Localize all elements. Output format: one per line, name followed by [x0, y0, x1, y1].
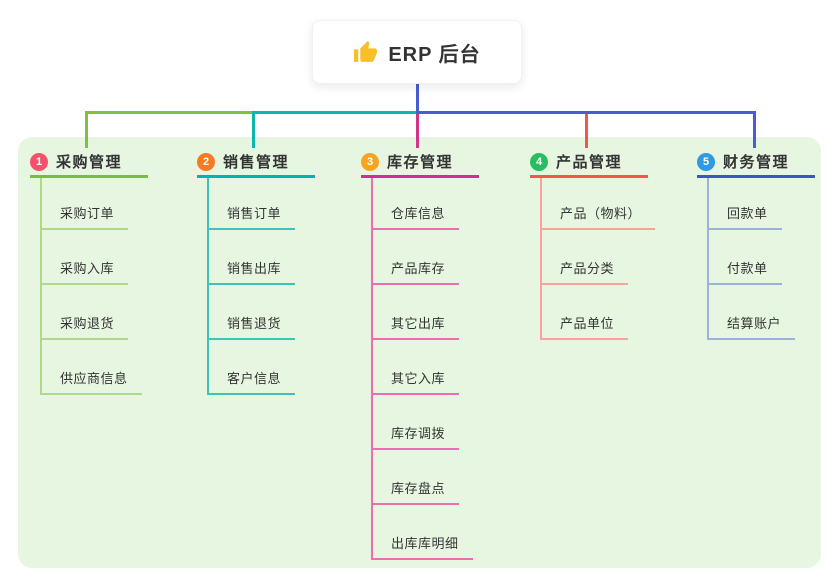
tree-node[interactable]: 其它入库 [373, 340, 460, 395]
branch-label: 库存管理 [387, 154, 454, 171]
branch-header-finance[interactable]: 5 财务管理 [697, 148, 815, 178]
tree-node[interactable]: 采购入库 [42, 230, 129, 285]
root-connector-line [416, 84, 419, 114]
branch-label: 采购管理 [56, 154, 123, 171]
branch-header-inventory[interactable]: 3 库存管理 [361, 148, 479, 178]
branch-number-badge: 3 [361, 152, 379, 171]
tree-node[interactable]: 产品单位 [542, 285, 629, 340]
tree-node[interactable]: 销售订单 [209, 178, 296, 230]
branch-children: 采购订单 采购入库 采购退货 供应商信息 [40, 178, 148, 395]
branch-finance: 5 财务管理 回款单 付款单 结算账户 [697, 148, 815, 340]
node-label: 产品库存 [391, 261, 446, 276]
node-label: 库存调拨 [391, 426, 446, 441]
connector-drop-procurement [85, 111, 88, 148]
node-label: 销售退货 [227, 316, 282, 331]
tree-node[interactable]: 产品分类 [542, 230, 629, 285]
node-label: 销售出库 [227, 261, 282, 276]
node-label: 供应商信息 [60, 371, 128, 386]
tree-node[interactable]: 产品（物料） [542, 178, 656, 230]
node-label: 其它入库 [391, 371, 446, 386]
tree-node[interactable]: 结算账户 [709, 285, 796, 340]
tree-node[interactable]: 回款单 [709, 178, 782, 230]
node-label: 产品单位 [560, 316, 615, 331]
connector-rail-teal [252, 111, 419, 114]
tree-node[interactable]: 其它出库 [373, 285, 460, 340]
node-label: 仓库信息 [391, 206, 446, 221]
branch-sales: 2 销售管理 销售订单 销售出库 销售退货 客户信息 [197, 148, 315, 395]
branch-product: 4 产品管理 产品（物料） 产品分类 产品单位 [530, 148, 656, 340]
node-label: 结算账户 [727, 316, 782, 331]
tree-node[interactable]: 库存盘点 [373, 450, 460, 505]
node-label: 其它出库 [391, 316, 446, 331]
node-label: 产品分类 [560, 261, 615, 276]
branch-number-badge: 5 [697, 152, 715, 171]
branch-children: 回款单 付款单 结算账户 [707, 178, 815, 340]
node-label: 回款单 [727, 206, 768, 221]
tree-node[interactable]: 供应商信息 [42, 340, 142, 395]
branch-children: 产品（物料） 产品分类 产品单位 [540, 178, 656, 340]
connector-rail-blue [416, 111, 756, 114]
node-label: 销售订单 [227, 206, 282, 221]
branch-number-badge: 4 [530, 152, 548, 171]
branch-number-badge: 1 [30, 152, 48, 171]
tree-node[interactable]: 出库库明细 [373, 505, 473, 560]
tree-node[interactable]: 采购订单 [42, 178, 129, 230]
tree-node[interactable]: 产品库存 [373, 230, 460, 285]
tree-node[interactable]: 采购退货 [42, 285, 129, 340]
node-label: 付款单 [727, 261, 768, 276]
node-label: 出库库明细 [391, 536, 459, 551]
node-label: 采购订单 [60, 206, 115, 221]
node-label: 客户信息 [227, 371, 282, 386]
branch-header-sales[interactable]: 2 销售管理 [197, 148, 315, 178]
branch-inventory: 3 库存管理 仓库信息 产品库存 其它出库 其它入库 库存调拨 库存盘点 出库库… [361, 148, 479, 560]
branch-label: 财务管理 [723, 154, 790, 171]
tree-node[interactable]: 客户信息 [209, 340, 296, 395]
node-label: 采购入库 [60, 261, 115, 276]
node-label: 库存盘点 [391, 481, 446, 496]
branch-children: 仓库信息 产品库存 其它出库 其它入库 库存调拨 库存盘点 出库库明细 [371, 178, 479, 560]
thumbs-up-icon [354, 40, 378, 62]
tree-node[interactable]: 仓库信息 [373, 178, 460, 230]
tree-node[interactable]: 库存调拨 [373, 395, 460, 450]
connector-drop-finance [753, 111, 756, 148]
root-node[interactable]: ERP 后台 [312, 20, 522, 84]
branch-label: 产品管理 [556, 154, 623, 171]
connector-drop-product [585, 113, 588, 148]
branches-panel [18, 137, 821, 568]
branch-procurement: 1 采购管理 采购订单 采购入库 采购退货 供应商信息 [30, 148, 148, 395]
branch-header-product[interactable]: 4 产品管理 [530, 148, 648, 178]
branch-header-procurement[interactable]: 1 采购管理 [30, 148, 148, 178]
tree-node[interactable]: 销售退货 [209, 285, 296, 340]
connector-drop-sales [252, 111, 255, 148]
tree-node[interactable]: 销售出库 [209, 230, 296, 285]
branch-children: 销售订单 销售出库 销售退货 客户信息 [207, 178, 315, 395]
connector-rail-green [85, 111, 255, 114]
node-label: 采购退货 [60, 316, 115, 331]
branch-number-badge: 2 [197, 152, 215, 171]
root-node-label: ERP 后台 [388, 43, 481, 66]
branch-label: 销售管理 [223, 154, 290, 171]
node-label: 产品（物料） [560, 206, 642, 221]
tree-node[interactable]: 付款单 [709, 230, 782, 285]
connector-drop-inventory [416, 113, 419, 148]
